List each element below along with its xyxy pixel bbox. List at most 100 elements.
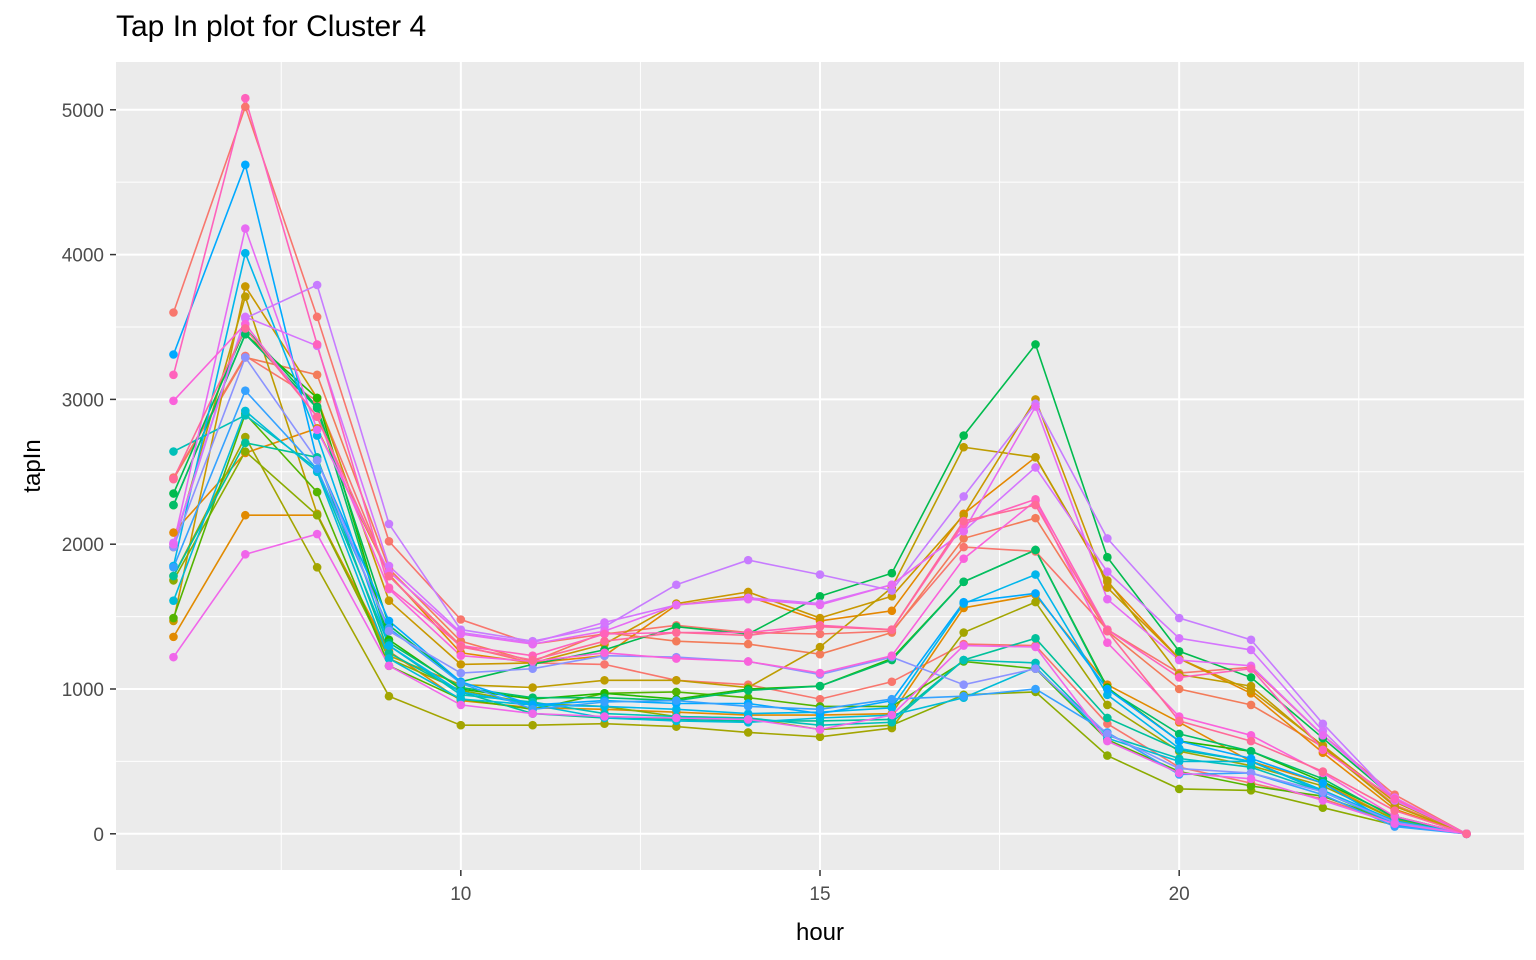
- data-point: [815, 732, 825, 742]
- data-point: [887, 718, 897, 727]
- data-point: [959, 577, 968, 587]
- data-point: [959, 431, 968, 440]
- data-point: [1103, 700, 1112, 710]
- data-point: [600, 676, 609, 685]
- data-point: [384, 571, 394, 581]
- data-point: [1031, 634, 1040, 643]
- data-point: [169, 571, 178, 581]
- data-point: [1246, 635, 1256, 645]
- data-point: [1246, 736, 1256, 746]
- data-point: [1031, 463, 1040, 472]
- data-point: [1174, 768, 1184, 778]
- data-point: [169, 632, 178, 642]
- data-point: [959, 691, 968, 701]
- data-point: [815, 725, 825, 734]
- data-point: [815, 622, 825, 632]
- data-point: [312, 412, 322, 422]
- data-point: [1174, 784, 1184, 794]
- x-tick-label: 20: [1169, 884, 1190, 905]
- data-point: [528, 709, 537, 718]
- data-point: [815, 681, 825, 691]
- data-point: [815, 613, 825, 623]
- data-point: [815, 570, 825, 579]
- data-point: [815, 592, 825, 601]
- data-point: [743, 686, 753, 695]
- data-point: [600, 660, 609, 669]
- data-point: [743, 639, 753, 649]
- data-point: [1103, 713, 1112, 723]
- data-point: [887, 625, 897, 634]
- data-point: [1103, 684, 1112, 694]
- data-point: [241, 447, 250, 456]
- data-point: [1103, 567, 1112, 577]
- data-point: [1390, 819, 1399, 828]
- data-point: [1174, 613, 1184, 623]
- data-point: [1318, 778, 1328, 788]
- data-point: [169, 596, 178, 605]
- data-point: [169, 489, 178, 498]
- data-point: [1318, 803, 1328, 813]
- data-point: [169, 308, 178, 317]
- data-point: [1031, 664, 1040, 674]
- data-point: [743, 715, 753, 724]
- data-point: [1462, 829, 1471, 839]
- data-point: [1246, 673, 1256, 682]
- data-point: [1246, 774, 1256, 784]
- data-point: [887, 703, 897, 713]
- data-point: [743, 631, 753, 640]
- data-point: [384, 519, 394, 529]
- data-point: [241, 386, 250, 396]
- data-point: [672, 600, 681, 610]
- data-point: [169, 370, 178, 380]
- data-point: [1031, 453, 1040, 462]
- data-point: [456, 668, 466, 678]
- data-point: [1103, 729, 1112, 739]
- data-point: [241, 438, 250, 448]
- data-point: [672, 628, 681, 637]
- data-point: [1318, 787, 1328, 797]
- data-point: [1174, 744, 1184, 753]
- data-point: [743, 728, 753, 737]
- data-point: [312, 510, 322, 520]
- data-point: [312, 425, 322, 435]
- data-point: [887, 606, 897, 616]
- data-point: [959, 641, 968, 650]
- data-point: [1246, 746, 1256, 756]
- data-point: [959, 542, 968, 552]
- data-point: [600, 697, 609, 707]
- data-point: [815, 600, 825, 610]
- data-point: [384, 691, 394, 701]
- data-point: [456, 700, 466, 710]
- data-point: [1174, 716, 1184, 726]
- data-point: [887, 677, 897, 687]
- data-point: [1318, 745, 1328, 755]
- data-point: [528, 664, 537, 674]
- data-point: [241, 282, 250, 291]
- data-point: [815, 668, 825, 678]
- data-point: [312, 529, 322, 539]
- data-point: [1174, 757, 1184, 766]
- data-point: [959, 680, 968, 689]
- data-point: [384, 616, 394, 626]
- data-point: [959, 534, 968, 543]
- data-point: [1031, 545, 1040, 555]
- data-point: [1246, 681, 1256, 691]
- data-point: [312, 370, 322, 380]
- data-point: [241, 406, 250, 416]
- x-tick-label: 15: [809, 884, 830, 905]
- data-point: [1103, 576, 1112, 585]
- data-point: [456, 642, 466, 652]
- data-point: [1031, 500, 1040, 510]
- data-point: [600, 636, 609, 646]
- data-point: [1031, 597, 1040, 607]
- data-point: [1103, 638, 1112, 647]
- data-point: [672, 696, 681, 705]
- data-point: [600, 712, 609, 721]
- data-point: [241, 550, 250, 559]
- data-point: [672, 636, 681, 646]
- y-tick-label: 3000: [62, 390, 104, 411]
- data-point: [456, 629, 466, 639]
- data-point: [312, 455, 322, 465]
